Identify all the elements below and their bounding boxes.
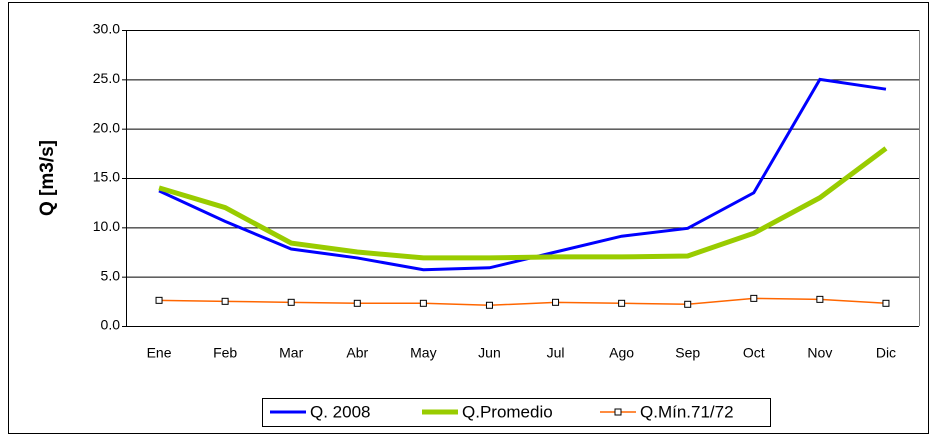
- marker: [155, 296, 163, 304]
- y-tick-label: 10.0: [93, 218, 120, 234]
- marker: [353, 299, 361, 307]
- legend-label: Q.Promedio: [462, 402, 553, 421]
- x-tick-label: Mar: [279, 345, 303, 361]
- x-tick-label: Dic: [876, 345, 896, 361]
- series-line: [158, 146, 888, 261]
- y-tick-label: 0.0: [101, 317, 121, 333]
- marker: [419, 299, 427, 307]
- x-tick-label: Feb: [213, 345, 237, 361]
- y-tick-label: 30.0: [93, 21, 120, 37]
- marker: [287, 298, 295, 306]
- marker: [816, 295, 824, 303]
- x-tick-label: Oct: [743, 345, 765, 361]
- y-axis-label: Q [m3/s]: [37, 140, 58, 216]
- marker: [750, 294, 758, 302]
- legend-box: [262, 398, 771, 427]
- marker: [618, 299, 626, 307]
- x-tick-label: Jul: [547, 345, 565, 361]
- y-tick-label: 25.0: [93, 70, 120, 86]
- marker: [684, 300, 692, 308]
- x-tick-label: May: [410, 345, 436, 361]
- x-tick-label: Nov: [807, 345, 832, 361]
- x-tick-label: Jun: [478, 345, 501, 361]
- y-tick-label: 15.0: [93, 169, 120, 185]
- legend-marker: [614, 408, 622, 416]
- y-tick-label: 20.0: [93, 119, 120, 135]
- legend-label: Q. 2008: [310, 402, 371, 421]
- x-tick-label: Sep: [675, 345, 700, 361]
- marker: [552, 298, 560, 306]
- marker: [882, 299, 890, 307]
- x-tick-label: Abr: [346, 345, 368, 361]
- y-tick-label: 5.0: [101, 267, 121, 283]
- marker: [485, 301, 493, 309]
- chart-border: [8, 2, 929, 434]
- series-line: [159, 297, 887, 307]
- marker: [221, 297, 229, 305]
- x-tick-label: Ene: [147, 345, 172, 361]
- legend-label: Q.Mín.71/72: [640, 402, 734, 421]
- x-tick-label: Ago: [609, 345, 634, 361]
